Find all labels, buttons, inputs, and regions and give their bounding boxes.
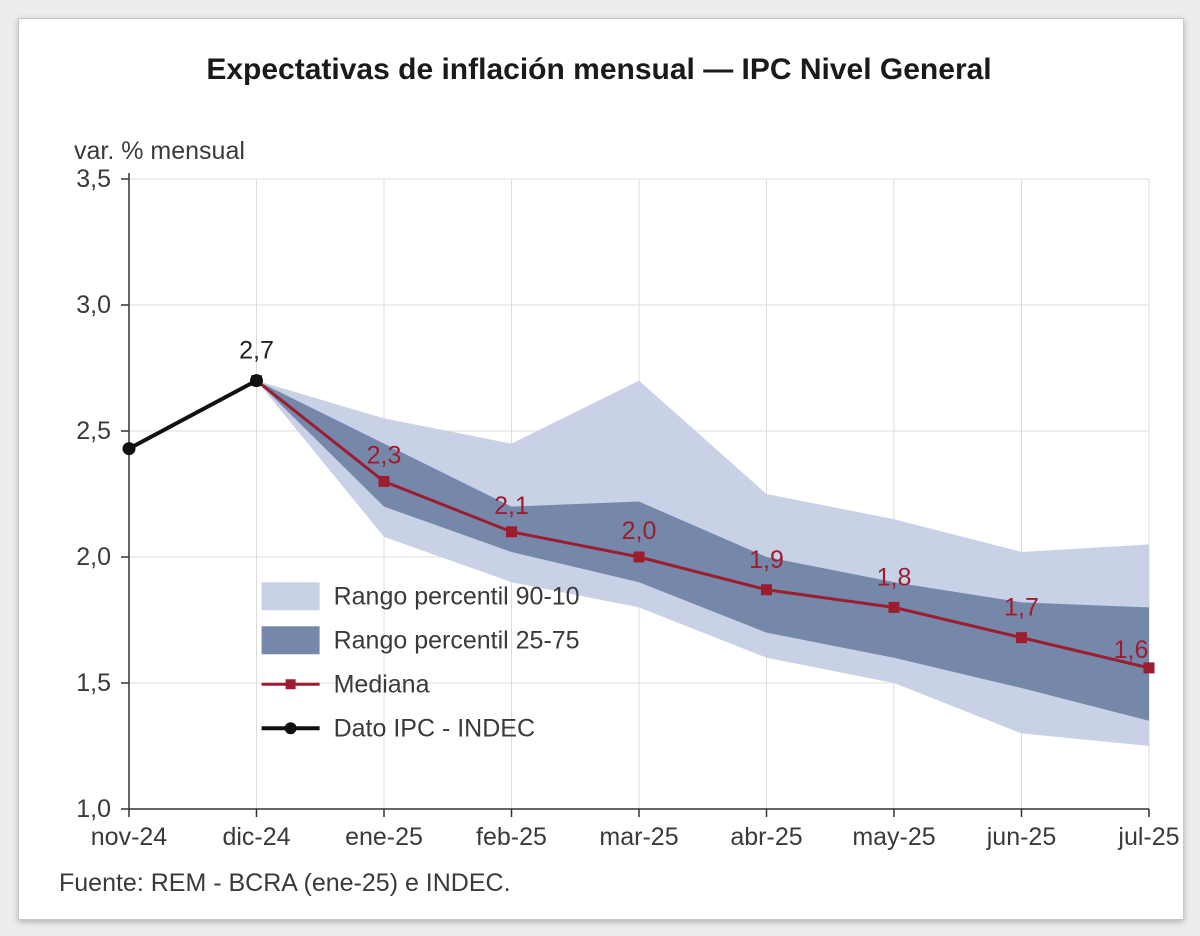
mediana-data-label: 1,9 <box>749 546 784 574</box>
legend-marker <box>285 722 297 734</box>
chart-source: Fuente: REM - BCRA (ene-25) e INDEC. <box>59 869 511 897</box>
indec-line <box>129 381 257 449</box>
legend-label: Rango percentil 25-75 <box>334 626 580 654</box>
legend-swatch <box>262 626 320 654</box>
legend-label: Mediana <box>334 670 430 698</box>
mediana-data-label: 1,6 <box>1114 636 1149 664</box>
legend-label: Rango percentil 90-10 <box>334 582 580 610</box>
legend-swatch <box>262 582 320 610</box>
y-tick-label: 1,0 <box>76 795 111 823</box>
y-tick-label: 2,5 <box>76 417 111 445</box>
chart-title: Expectativas de inflación mensual — IPC … <box>206 53 991 86</box>
mediana-data-label: 2,3 <box>367 441 402 469</box>
x-tick-label: dic-24 <box>222 823 290 851</box>
x-tick-label: abr-25 <box>730 823 802 851</box>
y-tick-label: 3,0 <box>76 291 111 319</box>
mediana-marker <box>1144 663 1154 673</box>
mediana-data-label: 2,1 <box>494 492 529 520</box>
y-tick-label: 1,5 <box>76 669 111 697</box>
legend-marker <box>286 679 296 689</box>
mediana-marker <box>889 602 899 612</box>
x-tick-label: ene-25 <box>345 823 423 851</box>
mediana-data-label: 2,0 <box>622 517 657 545</box>
chart-card: Expectativas de inflación mensual — IPC … <box>18 18 1184 920</box>
indec-marker <box>251 375 263 387</box>
x-tick-label: may-25 <box>852 823 935 851</box>
x-tick-label: mar-25 <box>599 823 678 851</box>
x-tick-label: jun-25 <box>986 823 1057 851</box>
mediana-data-label: 1,8 <box>877 563 912 591</box>
y-axis-label: var. % mensual <box>74 137 245 165</box>
x-tick-label: feb-25 <box>476 823 547 851</box>
indec-marker <box>123 443 135 455</box>
indec-data-label: 2,7 <box>239 337 274 365</box>
mediana-marker <box>634 552 644 562</box>
mediana-marker <box>762 585 772 595</box>
y-tick-label: 3,5 <box>76 165 111 193</box>
legend-label: Dato IPC - INDEC <box>334 714 535 742</box>
x-tick-label: nov-24 <box>91 823 168 851</box>
y-tick-label: 2,0 <box>76 543 111 571</box>
inflation-expectations-chart: Expectativas de inflación mensual — IPC … <box>19 19 1179 915</box>
mediana-data-label: 1,7 <box>1004 594 1039 622</box>
mediana-marker <box>379 476 389 486</box>
x-tick-label: jul-25 <box>1117 823 1179 851</box>
mediana-marker <box>507 527 517 537</box>
mediana-marker <box>1017 633 1027 643</box>
